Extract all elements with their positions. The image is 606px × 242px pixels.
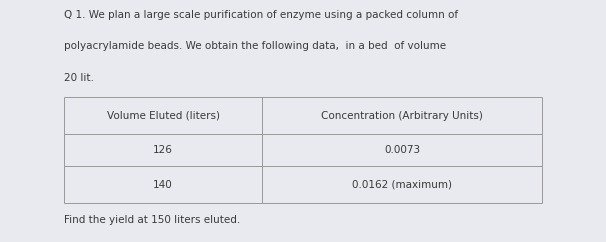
Text: Volume Eluted (liters): Volume Eluted (liters) xyxy=(107,111,219,121)
Text: 0.0162 (maximum): 0.0162 (maximum) xyxy=(352,180,452,189)
Text: polyacrylamide beads. We obtain the following data,  in a bed  of volume: polyacrylamide beads. We obtain the foll… xyxy=(64,41,446,51)
Text: 20 lit.: 20 lit. xyxy=(64,73,93,83)
Text: Q 1. We plan a large scale purification of enzyme using a packed column of: Q 1. We plan a large scale purification … xyxy=(64,10,458,20)
Text: 126: 126 xyxy=(153,145,173,155)
Text: 140: 140 xyxy=(153,180,173,189)
Text: 0.0073: 0.0073 xyxy=(384,145,421,155)
Text: Concentration (Arbitrary Units): Concentration (Arbitrary Units) xyxy=(321,111,483,121)
Text: Find the yield at 150 liters eluted.: Find the yield at 150 liters eluted. xyxy=(64,215,240,225)
